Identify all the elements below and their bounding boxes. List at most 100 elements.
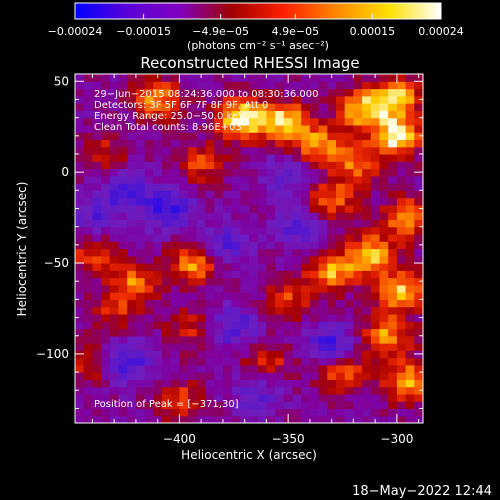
- heatmap-cell: [414, 386, 423, 395]
- heatmap-cell: [101, 204, 111, 213]
- heatmap-cell: [353, 241, 363, 250]
- heatmap-cell: [344, 88, 354, 97]
- heatmap-cell: [118, 168, 128, 177]
- heatmap-cell: [162, 328, 172, 337]
- heatmap-cell: [135, 110, 146, 119]
- heatmap-cell: [292, 321, 302, 330]
- heatmap-cell: [162, 146, 172, 155]
- heatmap-cell: [405, 204, 415, 213]
- heatmap-cell: [144, 212, 154, 221]
- heatmap-cell: [179, 284, 189, 293]
- heatmap-cell: [170, 364, 180, 373]
- heatmap-cell: [257, 241, 267, 250]
- heatmap-cell: [196, 190, 207, 199]
- heatmap-cell: [109, 197, 120, 206]
- heatmap-cell: [362, 263, 372, 271]
- colorbar-tick-label: −4.9e−05: [192, 25, 249, 38]
- heatmap-cell: [153, 270, 163, 279]
- heatmap-cell: [196, 132, 207, 141]
- heatmap-cell: [196, 197, 207, 206]
- heatmap-cell: [179, 161, 189, 170]
- heatmap-cell: [135, 335, 146, 344]
- heatmap-cell: [249, 190, 259, 199]
- heatmap-cell: [109, 299, 120, 308]
- heatmap-cell: [205, 364, 215, 373]
- heatmap-cell: [370, 132, 381, 141]
- heatmap-cell: [196, 357, 207, 366]
- heatmap-cell: [214, 110, 224, 119]
- heatmap-cell: [231, 408, 241, 417]
- heatmap-cell: [249, 95, 259, 104]
- heatmap-cell: [240, 103, 250, 111]
- heatmap-cell: [266, 401, 276, 410]
- heatmap-cell: [144, 241, 154, 250]
- heatmap-cell: [135, 270, 146, 279]
- heatmap-cell: [301, 372, 311, 380]
- heatmap-cell: [144, 321, 154, 330]
- heatmap-cell: [309, 415, 320, 423]
- heatmap-cell: [144, 183, 154, 191]
- heatmap-cell: [83, 408, 93, 417]
- heatmap-cell: [309, 88, 320, 97]
- heatmap-cell: [222, 226, 233, 235]
- heatmap-cell: [92, 313, 102, 322]
- heatmap-cell: [379, 328, 389, 337]
- heatmap-cell: [83, 88, 93, 97]
- heatmap-cell: [379, 393, 389, 402]
- heatmap-cell: [75, 132, 85, 141]
- heatmap-cell: [414, 299, 423, 308]
- heatmap-cell: [388, 204, 398, 213]
- heatmap-cell: [309, 139, 320, 148]
- heatmap-cell: [266, 393, 276, 402]
- heatmap-cell: [301, 212, 311, 221]
- heatmap-cell: [370, 292, 381, 300]
- heatmap-cell: [388, 277, 398, 286]
- heatmap-cell: [92, 95, 102, 104]
- heatmap-cell: [388, 299, 398, 308]
- heatmap-cell: [336, 357, 346, 366]
- heatmap-cell: [266, 241, 276, 250]
- heatmap-cell: [214, 95, 224, 104]
- heatmap-cell: [257, 81, 267, 90]
- heatmap-cell: [118, 313, 128, 322]
- heatmap-cell: [414, 103, 423, 111]
- heatmap-cell: [240, 241, 250, 250]
- heatmap-cell: [83, 284, 93, 293]
- heatmap-cell: [370, 364, 381, 373]
- x-axis-label: Heliocentric X (arcsec): [181, 448, 317, 462]
- heatmap-cell: [301, 415, 311, 423]
- heatmap-cell: [162, 212, 172, 221]
- heatmap-cell: [83, 219, 93, 228]
- heatmap-cell: [170, 153, 180, 162]
- heatmap-cell: [83, 379, 93, 388]
- heatmap-cell: [240, 357, 250, 366]
- heatmap-cell: [196, 161, 207, 170]
- heatmap-cell: [327, 306, 337, 315]
- heatmap-cell: [135, 153, 146, 162]
- heatmap-cell: [170, 139, 180, 148]
- heatmap-cell: [327, 103, 337, 111]
- heatmap-cell: [318, 74, 328, 82]
- heatmap-cell: [327, 292, 337, 300]
- heatmap-cell: [92, 408, 102, 417]
- heatmap-cell: [405, 321, 415, 330]
- heatmap-cell: [379, 233, 389, 242]
- heatmap-cell: [396, 190, 407, 199]
- heatmap-cell: [101, 88, 111, 97]
- heatmap-cell: [266, 415, 276, 423]
- heatmap-cell: [109, 95, 120, 104]
- heatmap-cell: [362, 248, 372, 257]
- heatmap-cell: [396, 153, 407, 162]
- heatmap-cell: [222, 88, 233, 97]
- heatmap-cell: [162, 277, 172, 286]
- heatmap-cell: [318, 146, 328, 155]
- heatmap-cell: [162, 284, 172, 293]
- colorbar-tick-label: −0.00024: [48, 25, 103, 38]
- heatmap-cell: [127, 393, 137, 402]
- heatmap-cell: [396, 415, 407, 423]
- heatmap-cell: [188, 212, 198, 221]
- heatmap-cell: [344, 110, 354, 119]
- heatmap-cell: [83, 263, 93, 271]
- heatmap-cell: [101, 292, 111, 300]
- heatmap-cell: [231, 401, 241, 410]
